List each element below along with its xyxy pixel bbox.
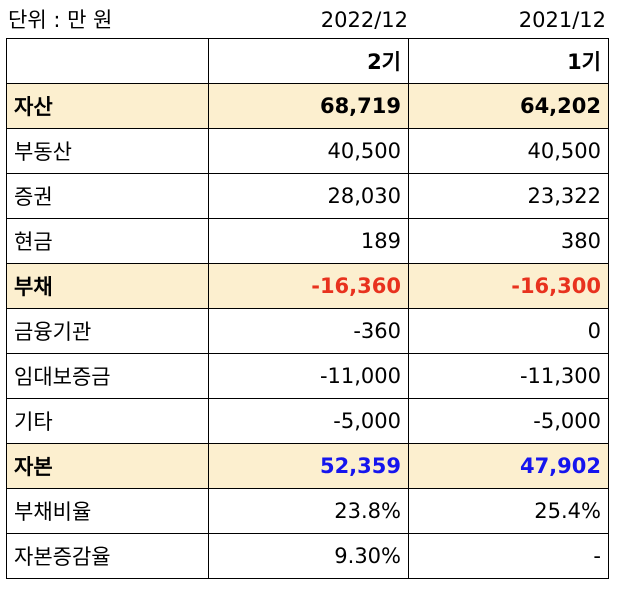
row-financial-institutions: 금융기관 -360 0 <box>6 308 609 354</box>
balance-table: 2기 1기 자산 68,719 64,202 부동산 40,500 40,500… <box>6 38 609 579</box>
value-2022: 9.30% <box>208 533 409 579</box>
value-2021: 25.4% <box>408 488 609 534</box>
term-header-1: 1기 <box>408 38 609 84</box>
row-label: 기타 <box>6 398 209 444</box>
row-label: 자본 <box>6 443 209 489</box>
value-2022: -11,000 <box>208 353 409 399</box>
row-real-estate: 부동산 40,500 40,500 <box>6 128 609 174</box>
row-securities: 증권 28,030 23,322 <box>6 173 609 219</box>
row-label: 부채 <box>6 263 209 309</box>
row-label: 임대보증금 <box>6 353 209 399</box>
value-2021: 64,202 <box>408 83 609 129</box>
value-2021: -11,300 <box>408 353 609 399</box>
value-2021: 23,322 <box>408 173 609 219</box>
row-cash: 현금 189 380 <box>6 218 609 264</box>
value-2022: 68,719 <box>208 83 409 129</box>
value-2022: 23.8% <box>208 488 409 534</box>
value-2022: -16,360 <box>208 263 409 309</box>
row-label: 부채비율 <box>6 488 209 534</box>
row-rental-deposit: 임대보증금 -11,000 -11,300 <box>6 353 609 399</box>
value-2022: 52,359 <box>208 443 409 489</box>
value-2021: 40,500 <box>408 128 609 174</box>
row-other: 기타 -5,000 -5,000 <box>6 398 609 444</box>
value-2022: 189 <box>208 218 409 264</box>
row-label: 부동산 <box>6 128 209 174</box>
row-equity: 자본 52,359 47,902 <box>6 443 609 489</box>
value-2022: -360 <box>208 308 409 354</box>
row-liabilities: 부채 -16,360 -16,300 <box>6 263 609 309</box>
row-debt-ratio: 부채비율 23.8% 25.4% <box>6 488 609 534</box>
value-2022: 28,030 <box>208 173 409 219</box>
row-assets: 자산 68,719 64,202 <box>6 83 609 129</box>
value-2021: -16,300 <box>408 263 609 309</box>
value-2021: - <box>408 533 609 579</box>
value-2021: 47,902 <box>408 443 609 489</box>
period-header-2021: 2021/12 <box>518 8 606 32</box>
period-header-2022: 2022/12 <box>320 8 408 32</box>
value-2021: -5,000 <box>408 398 609 444</box>
unit-label: 단위 : 만 원 <box>8 8 113 32</box>
row-label: 증권 <box>6 173 209 219</box>
value-2022: 40,500 <box>208 128 409 174</box>
term-header-row: 2기 1기 <box>6 38 609 84</box>
value-2022: -5,000 <box>208 398 409 444</box>
value-2021: 0 <box>408 308 609 354</box>
row-label: 자산 <box>6 83 209 129</box>
value-2021: 380 <box>408 218 609 264</box>
row-label: 현금 <box>6 218 209 264</box>
term-header-blank <box>6 38 209 84</box>
row-label: 금융기관 <box>6 308 209 354</box>
term-header-2: 2기 <box>208 38 409 84</box>
row-equity-growth: 자본증감율 9.30% - <box>6 533 609 579</box>
row-label: 자본증감율 <box>6 533 209 579</box>
